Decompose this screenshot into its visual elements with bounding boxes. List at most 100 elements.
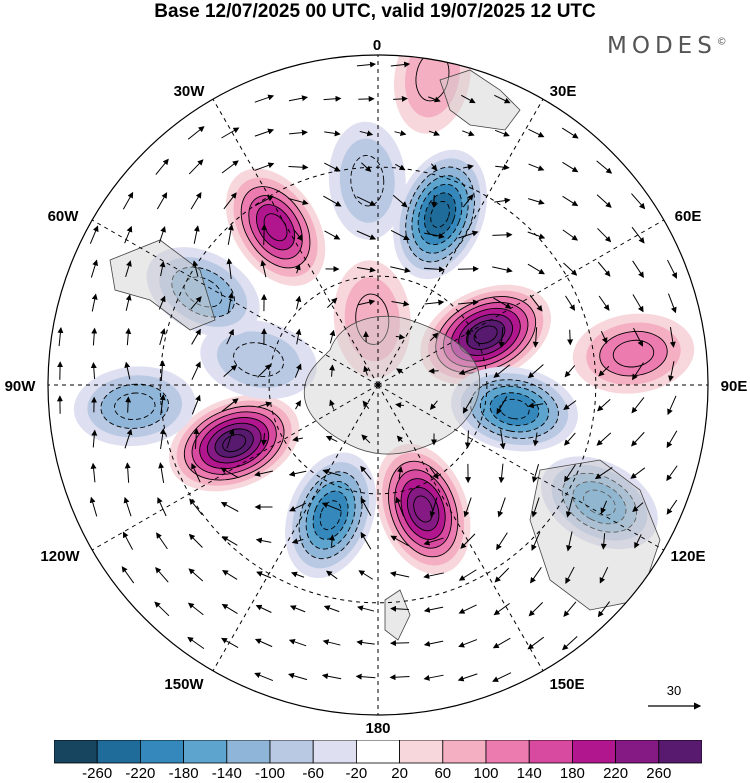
map-disc — [48, 55, 708, 715]
colorbar-segment — [96, 740, 141, 764]
lon-label-0: 0 — [373, 37, 381, 54]
wind-vector — [498, 326, 505, 348]
anomaly-cell — [285, 452, 377, 579]
wind-vector — [289, 129, 308, 136]
wind-vector — [321, 673, 342, 680]
wind-vector — [323, 195, 342, 207]
lon-label-120e: 120E — [670, 548, 705, 565]
wind-vector — [220, 467, 239, 479]
wind-vector — [600, 533, 607, 550]
wind-vector — [189, 498, 203, 516]
wind-vector — [323, 95, 342, 102]
wind-vector — [360, 465, 372, 480]
wind-vector — [254, 672, 274, 682]
colorbar-tick-label: 100 — [473, 765, 499, 782]
wind-vector — [288, 95, 308, 102]
wind-vector — [254, 128, 275, 137]
wind-vector — [288, 164, 309, 171]
wind-vector — [429, 332, 439, 342]
wind-vector — [226, 328, 234, 345]
wind-vector — [562, 195, 579, 207]
anomaly-contour — [263, 213, 288, 242]
wind-vector — [261, 224, 268, 246]
wind-vector — [325, 435, 338, 443]
wind-vector — [565, 295, 576, 311]
anomaly-cell — [375, 443, 471, 575]
wind-vector — [220, 502, 239, 512]
wind-vector — [428, 130, 440, 136]
wind-vector — [357, 299, 376, 306]
wind-vector — [457, 299, 479, 306]
wind-vector — [121, 566, 135, 584]
anomaly-cell — [333, 260, 411, 379]
wind-vector — [423, 674, 444, 681]
anomaly-cell — [200, 320, 317, 400]
wind-vector — [597, 398, 611, 412]
wind-vector — [124, 428, 133, 449]
wind-vector — [532, 327, 539, 348]
wind-vector — [363, 365, 369, 376]
wind-vector — [390, 230, 410, 240]
wind-vector — [159, 360, 166, 381]
wind-vector — [423, 606, 444, 613]
wind-vector — [596, 432, 612, 446]
wind-vector — [355, 673, 376, 680]
lon-label-60e: 60E — [675, 208, 702, 225]
wind-vector — [191, 328, 201, 345]
meridian-line — [377, 384, 544, 672]
wind-vector — [531, 497, 540, 518]
anomaly-cell — [225, 168, 326, 286]
wind-vector — [424, 232, 445, 239]
wind-vector — [322, 639, 341, 646]
wind-vector — [295, 328, 302, 345]
wind-vector — [631, 431, 645, 447]
wind-vector — [122, 191, 134, 210]
anomaly-contour — [612, 339, 655, 368]
colorbar-segment — [312, 740, 357, 764]
wind-vector — [465, 328, 472, 345]
wind-vector — [158, 462, 165, 483]
wind-vector — [527, 364, 544, 379]
anomaly-cell — [328, 121, 406, 240]
wind-vector — [492, 266, 513, 273]
wind-vector — [597, 228, 612, 243]
wind-vector — [565, 497, 573, 518]
wind-vector — [156, 192, 168, 210]
wind-vector — [329, 534, 336, 547]
wind-vector — [295, 295, 302, 310]
colorbar-segment — [615, 740, 660, 764]
wind-vector — [527, 231, 546, 240]
meridian-line — [91, 384, 379, 551]
anomaly-contour — [413, 495, 434, 523]
wind-vector — [260, 433, 267, 446]
wind-vector — [329, 329, 336, 344]
wind-vector — [462, 194, 474, 208]
wind-vector — [154, 601, 170, 617]
wind-vector — [158, 226, 166, 244]
wind-vector — [458, 230, 479, 239]
wind-vector — [496, 396, 508, 415]
colorbar-segment — [572, 740, 617, 764]
wind-vector — [596, 160, 613, 174]
wind-vector — [89, 225, 99, 244]
graticule — [48, 55, 708, 715]
wind-vector — [188, 159, 204, 175]
wind-vector — [633, 327, 643, 347]
anomaly-contour — [430, 201, 450, 228]
wind-vector — [158, 295, 166, 310]
wind-vector — [187, 602, 204, 616]
colorbar-segment — [54, 740, 98, 764]
wind-vector — [361, 434, 371, 444]
wind-vector — [391, 300, 410, 307]
wind-vector — [125, 327, 132, 346]
wind-vector — [295, 400, 302, 410]
wind-vector — [124, 225, 133, 244]
lon-label-60w: 60W — [48, 208, 80, 225]
wind-vector — [159, 328, 166, 346]
wind-vector — [423, 266, 445, 273]
wind-vector — [122, 531, 134, 550]
wind-vector — [155, 567, 169, 583]
wind-vector — [527, 636, 545, 650]
wind-vector — [423, 640, 444, 647]
